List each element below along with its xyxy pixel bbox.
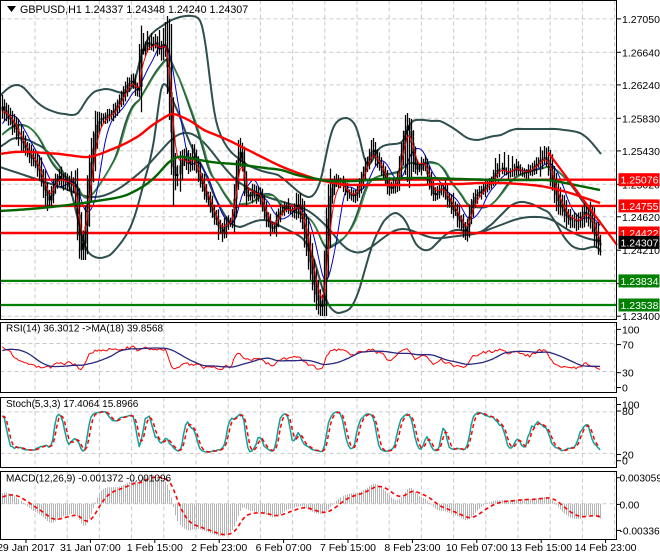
svg-text:0.00: 0.00: [620, 500, 640, 511]
svg-text:30: 30: [622, 368, 634, 380]
svg-text:13 Feb 15:00: 13 Feb 15:00: [510, 542, 572, 554]
svg-text:100: 100: [622, 324, 640, 336]
svg-text:14 Feb 23:00: 14 Feb 23:00: [575, 542, 637, 554]
svg-text:29 Jan 2017: 29 Jan 2017: [0, 542, 55, 554]
svg-text:7 Feb 15:00: 7 Feb 15:00: [320, 542, 376, 554]
svg-text:1.26640: 1.26640: [622, 47, 660, 59]
svg-text:8 Feb 23:00: 8 Feb 23:00: [384, 542, 440, 554]
svg-text:80: 80: [622, 406, 634, 418]
svg-text:1.24620: 1.24620: [622, 212, 660, 224]
svg-text:70: 70: [622, 340, 634, 352]
svg-text:1.25076: 1.25076: [621, 175, 659, 187]
svg-text:10 Feb 07:00: 10 Feb 07:00: [446, 542, 508, 554]
svg-text:MACD(12,26,9) -0.001372 -0.001: MACD(12,26,9) -0.001372 -0.001096: [6, 474, 172, 485]
svg-text:0: 0: [622, 383, 628, 395]
svg-text:0.003059: 0.003059: [620, 474, 660, 485]
svg-text:1.25430: 1.25430: [622, 146, 660, 158]
svg-text:31 Jan 07:00: 31 Jan 07:00: [60, 542, 121, 554]
svg-text:-0.003366: -0.003366: [620, 526, 660, 537]
svg-text:2 Feb 23:00: 2 Feb 23:00: [191, 542, 247, 554]
svg-text:0: 0: [622, 456, 628, 468]
svg-text:1.23400: 1.23400: [622, 311, 660, 323]
svg-text:6 Feb 07:00: 6 Feb 07:00: [256, 542, 312, 554]
svg-text:Stoch(5,3,3) 17.4064 15.8966: Stoch(5,3,3) 17.4064 15.8966: [6, 399, 139, 410]
svg-text:20: 20: [622, 450, 634, 462]
svg-text:1.23834: 1.23834: [621, 276, 659, 288]
svg-text:1.24755: 1.24755: [621, 201, 659, 213]
svg-text:1.24307: 1.24307: [621, 237, 659, 249]
svg-text:RSI(14) 36.3012 ->MA(18) 39.8: RSI(14) 36.3012 ->MA(18) 39.8568: [6, 324, 163, 335]
svg-text:1.25830: 1.25830: [622, 113, 660, 125]
svg-text:1.27050: 1.27050: [622, 14, 660, 26]
svg-text:100: 100: [622, 400, 640, 412]
svg-text:1.26240: 1.26240: [622, 80, 660, 92]
svg-text:1.23538: 1.23538: [621, 300, 659, 312]
svg-text:1 Feb 15:00: 1 Feb 15:00: [127, 542, 183, 554]
svg-text:GBPUSD,H1 1.24337 1.24348 1.2: GBPUSD,H1 1.24337 1.24348 1.24240 1.2430…: [20, 4, 248, 16]
